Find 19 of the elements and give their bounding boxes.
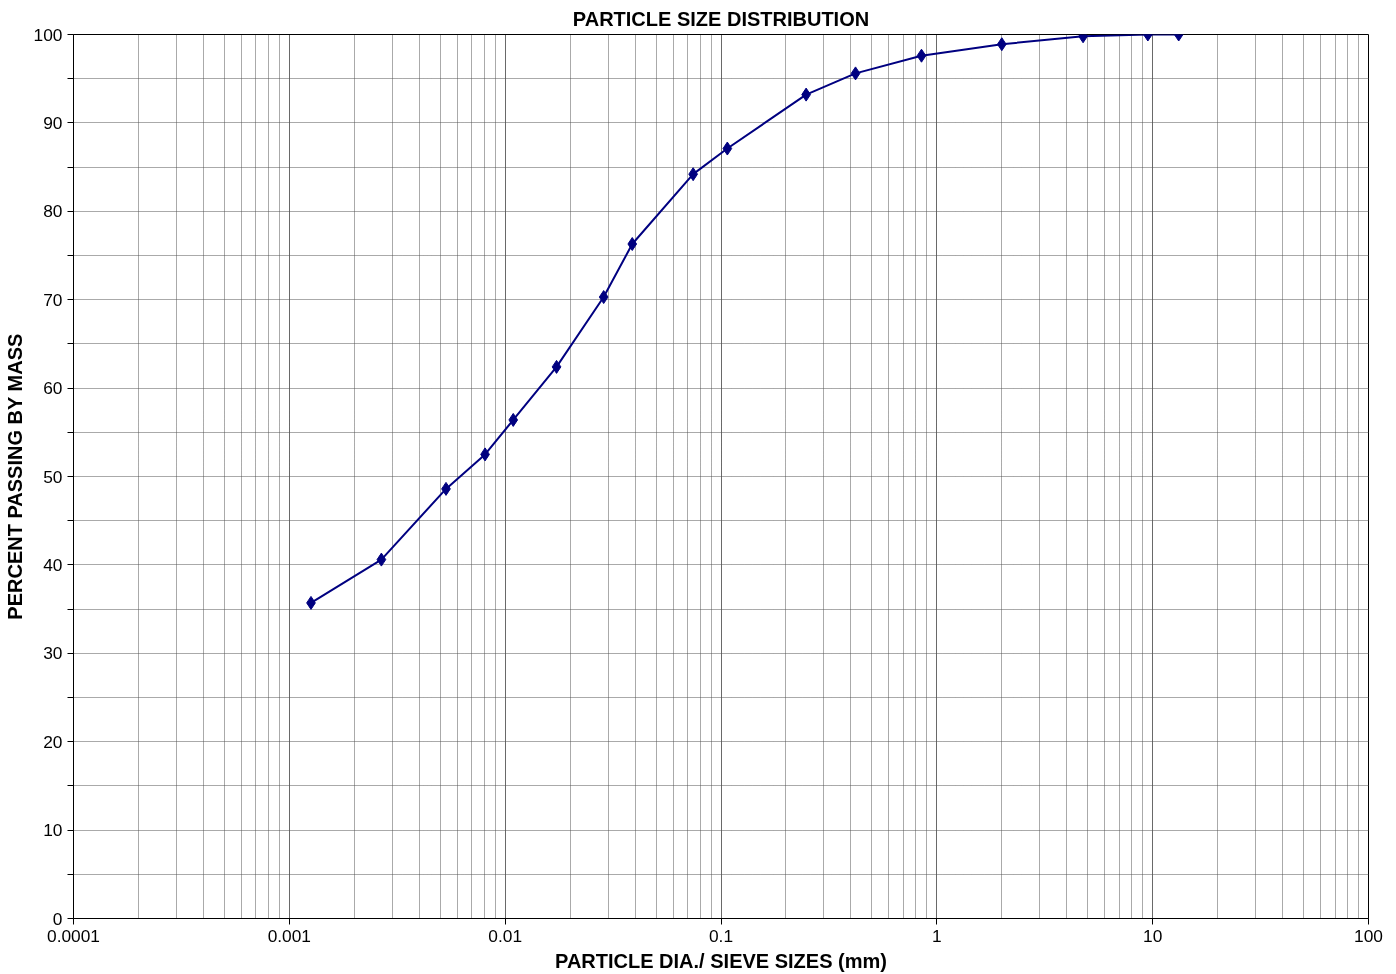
x-axis-title: PARTICLE DIA./ SIEVE SIZES (mm): [555, 949, 887, 972]
y-tick-label: 10: [43, 820, 63, 841]
y-axis-title: PERCENT PASSING BY MASS: [3, 333, 26, 620]
y-tick-label: 40: [43, 554, 63, 575]
y-tick-label: 60: [43, 378, 63, 399]
y-tick-label: 30: [43, 643, 63, 664]
x-tick-label: 100: [1354, 925, 1383, 946]
y-tick-label: 80: [43, 201, 63, 222]
chart-title: PARTICLE SIZE DISTRIBUTION: [572, 7, 870, 30]
x-tick-label: 0.01: [488, 925, 523, 946]
x-tick-label: 0.1: [708, 925, 734, 946]
x-tick-label: 0.001: [267, 925, 312, 946]
y-tick-label: 90: [43, 112, 63, 133]
x-tick-label: 1: [932, 925, 942, 946]
y-tick-label: 50: [43, 466, 63, 487]
y-tick-label: 70: [43, 289, 63, 310]
y-tick-label: 20: [43, 731, 63, 752]
y-tick-label: 100: [33, 24, 63, 45]
x-tick-label: 10: [1143, 925, 1163, 946]
